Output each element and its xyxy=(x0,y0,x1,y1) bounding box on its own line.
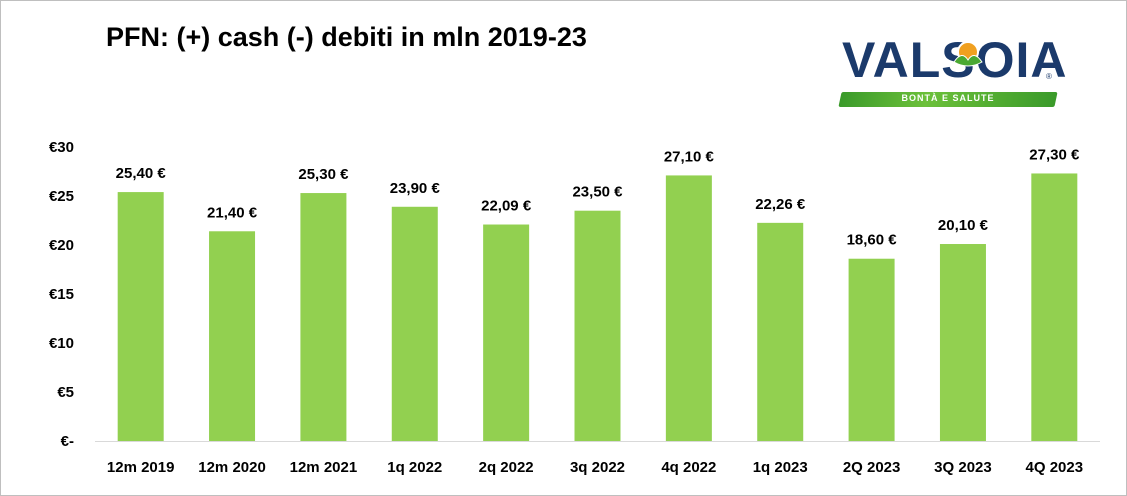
y-tick-label: €10 xyxy=(49,335,74,352)
bars xyxy=(117,173,1078,442)
bar xyxy=(574,210,621,441)
data-label: 23,90 € xyxy=(390,180,441,197)
bar xyxy=(939,244,986,441)
data-label: 18,60 € xyxy=(847,232,898,249)
data-label: 22,09 € xyxy=(481,198,532,215)
data-label: 22,26 € xyxy=(755,196,806,213)
x-tick-label: 3q 2022 xyxy=(570,459,625,476)
bar xyxy=(300,193,347,441)
bar xyxy=(483,224,530,441)
bar xyxy=(1031,173,1078,441)
x-tick-label: 2q 2022 xyxy=(479,459,534,476)
bar xyxy=(117,192,164,441)
data-label: 25,30 € xyxy=(298,166,349,183)
data-label: 27,10 € xyxy=(664,148,715,165)
y-tick-label: €- xyxy=(61,433,74,450)
y-tick-label: €30 xyxy=(49,139,74,156)
x-tick-label: 2Q 2023 xyxy=(843,459,901,476)
bar xyxy=(209,231,256,441)
x-tick-label: 3Q 2023 xyxy=(934,459,992,476)
x-tick-label: 1q 2023 xyxy=(753,459,808,476)
bar xyxy=(757,222,804,441)
x-tick-label: 4Q 2023 xyxy=(1026,459,1084,476)
logo-registered: ® xyxy=(1046,72,1052,81)
y-tick-label: €15 xyxy=(49,286,74,303)
y-axis: €- €5 €10 €15 €20 €25 €30 xyxy=(49,139,74,450)
data-label: 27,30 € xyxy=(1029,146,1080,163)
data-label: 25,40 € xyxy=(116,165,167,182)
x-tick-label: 12m 2019 xyxy=(107,459,175,476)
data-label: 20,10 € xyxy=(938,217,989,234)
valsoia-logo: VALSOIA ® BONTÀ E SALUTE xyxy=(838,32,1067,112)
logo-wordmark: VALSOIA xyxy=(842,32,1068,88)
bar xyxy=(391,206,438,441)
y-tick-label: €25 xyxy=(49,188,74,205)
chart-title: PFN: (+) cash (-) debiti in mln 2019-23 xyxy=(106,22,587,52)
y-tick-label: €20 xyxy=(49,237,74,254)
y-tick-label: €5 xyxy=(57,384,74,401)
x-tick-label: 12m 2020 xyxy=(198,459,266,476)
x-tick-label: 12m 2021 xyxy=(290,459,358,476)
x-axis: 12m 2019 12m 2020 12m 2021 1q 2022 2q 2022 3q… xyxy=(107,459,1083,476)
x-tick-label: 1q 2022 xyxy=(387,459,442,476)
data-label: 23,50 € xyxy=(572,184,623,201)
data-label: 21,40 € xyxy=(207,204,258,221)
bar xyxy=(665,175,712,442)
data-labels: 25,40 € 21,40 € 25,30 € 23,90 € 22,09 € 23,50… xyxy=(116,146,1080,248)
logo-tagline: BONTÀ E SALUTE xyxy=(901,93,995,103)
bar xyxy=(848,258,895,441)
sun-leaf-icon xyxy=(953,41,983,67)
x-tick-label: 4q 2022 xyxy=(661,459,716,476)
